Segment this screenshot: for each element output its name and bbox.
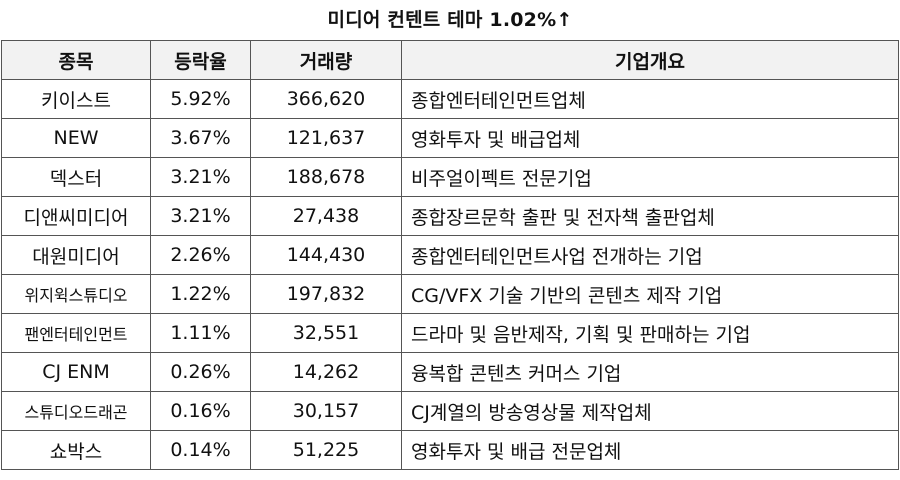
stock-name: 쇼박스 bbox=[1, 430, 151, 470]
change-rate: 0.14% bbox=[150, 430, 251, 470]
stock-name: 키이스트 bbox=[1, 79, 151, 119]
stock-name: CJ ENM bbox=[1, 352, 151, 392]
trade-volume: 144,430 bbox=[250, 235, 402, 275]
trade-volume: 121,637 bbox=[250, 118, 402, 158]
trade-volume: 366,620 bbox=[250, 79, 402, 119]
table-row: 키이스트 5.92% 366,620 종합엔터테인먼트업체 bbox=[1, 79, 899, 119]
stock-name: 스튜디오드래곤 bbox=[1, 391, 151, 431]
table-title: 미디어 컨텐트 테마 1.02%↑ bbox=[327, 9, 573, 31]
table-row: 위지윅스튜디오 1.22% 197,832 CG/VFX 기술 기반의 콘텐츠 … bbox=[1, 274, 899, 314]
change-rate: 0.26% bbox=[150, 352, 251, 392]
change-rate: 1.22% bbox=[150, 274, 251, 314]
table-row: 덱스터 3.21% 188,678 비주얼이펙트 전문기업 bbox=[1, 157, 899, 197]
trade-volume: 51,225 bbox=[250, 430, 402, 470]
company-overview: CG/VFX 기술 기반의 콘텐츠 제작 기업 bbox=[401, 274, 899, 314]
stock-name: 위지윅스튜디오 bbox=[1, 274, 151, 314]
trade-volume: 188,678 bbox=[250, 157, 402, 197]
trade-volume: 197,832 bbox=[250, 274, 402, 314]
change-rate: 5.92% bbox=[150, 79, 251, 119]
header-name: 종목 bbox=[1, 40, 151, 80]
trade-volume: 30,157 bbox=[250, 391, 402, 431]
company-overview: 영화투자 및 배급업체 bbox=[401, 118, 899, 158]
stock-name: 대원미디어 bbox=[1, 235, 151, 275]
media-content-theme-table: 종목 등락율 거래량 기업개요 키이스트 5.92% 366,620 종합엔터테… bbox=[1, 40, 899, 470]
header-volume: 거래량 bbox=[250, 40, 402, 80]
change-rate: 3.21% bbox=[150, 196, 251, 236]
trade-volume: 14,262 bbox=[250, 352, 402, 392]
table-row: 팬엔터테인먼트 1.11% 32,551 드라마 및 음반제작, 기획 및 판매… bbox=[1, 313, 899, 353]
change-rate: 0.16% bbox=[150, 391, 251, 431]
company-overview: 종합장르문학 출판 및 전자책 출판업체 bbox=[401, 196, 899, 236]
trade-volume: 27,438 bbox=[250, 196, 402, 236]
stock-name: 덱스터 bbox=[1, 157, 151, 197]
table-row: 디앤씨미디어 3.21% 27,438 종합장르문학 출판 및 전자책 출판업체 bbox=[1, 196, 899, 236]
company-overview: 영화투자 및 배급 전문업체 bbox=[401, 430, 899, 470]
table-row: CJ ENM 0.26% 14,262 융복합 콘텐츠 커머스 기업 bbox=[1, 352, 899, 392]
change-rate: 1.11% bbox=[150, 313, 251, 353]
table-row: NEW 3.67% 121,637 영화투자 및 배급업체 bbox=[1, 118, 899, 158]
company-overview: 융복합 콘텐츠 커머스 기업 bbox=[401, 352, 899, 392]
change-rate: 3.67% bbox=[150, 118, 251, 158]
stock-name: NEW bbox=[1, 118, 151, 158]
company-overview: 종합엔터테인먼트업체 bbox=[401, 79, 899, 119]
table-row: 쇼박스 0.14% 51,225 영화투자 및 배급 전문업체 bbox=[1, 430, 899, 470]
stock-name: 팬엔터테인먼트 bbox=[1, 313, 151, 353]
company-overview: CJ계열의 방송영상물 제작업체 bbox=[401, 391, 899, 431]
change-rate: 3.21% bbox=[150, 157, 251, 197]
header-rate: 등락율 bbox=[150, 40, 251, 80]
company-overview: 종합엔터테인먼트사업 전개하는 기업 bbox=[401, 235, 899, 275]
company-overview: 드라마 및 음반제작, 기획 및 판매하는 기업 bbox=[401, 313, 899, 353]
header-overview: 기업개요 bbox=[401, 40, 899, 80]
company-overview: 비주얼이펙트 전문기업 bbox=[401, 157, 899, 197]
change-rate: 2.26% bbox=[150, 235, 251, 275]
trade-volume: 32,551 bbox=[250, 313, 402, 353]
table-row: 스튜디오드래곤 0.16% 30,157 CJ계열의 방송영상물 제작업체 bbox=[1, 391, 899, 431]
stock-name: 디앤씨미디어 bbox=[1, 196, 151, 236]
table-header-row: 종목 등락율 거래량 기업개요 bbox=[1, 40, 899, 80]
table-row: 대원미디어 2.26% 144,430 종합엔터테인먼트사업 전개하는 기업 bbox=[1, 235, 899, 275]
